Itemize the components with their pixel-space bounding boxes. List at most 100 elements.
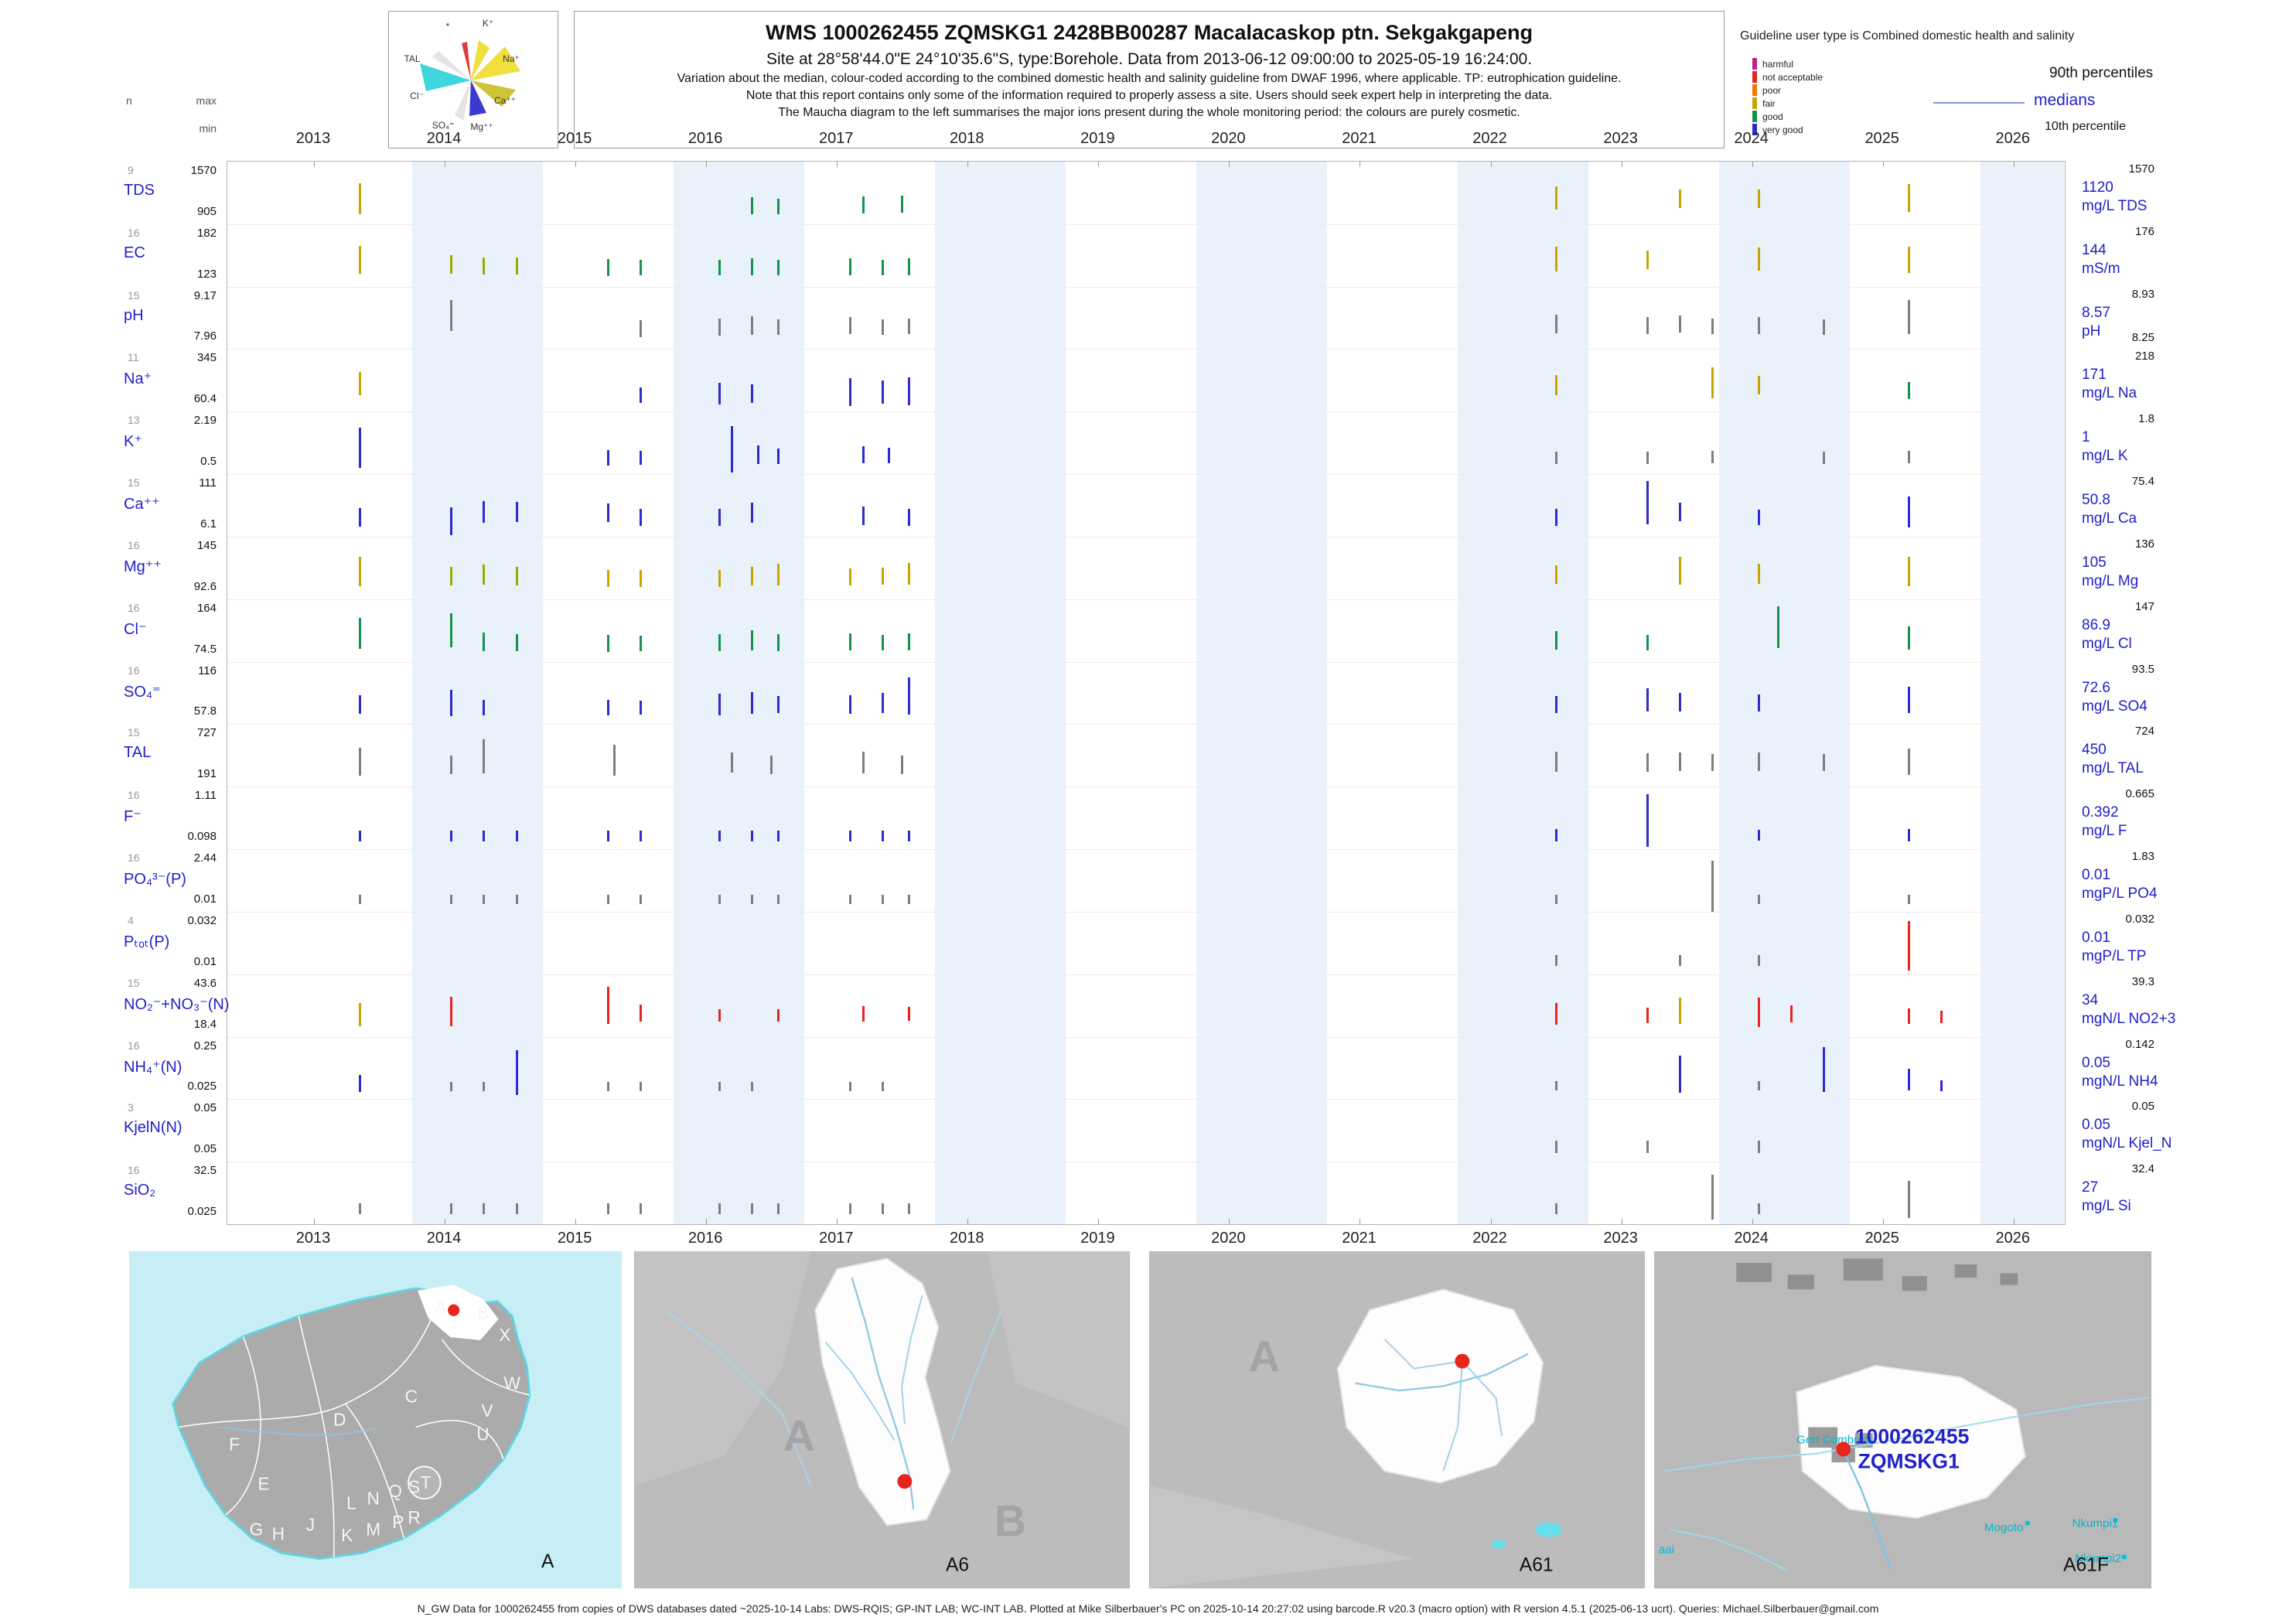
note-maucha: The Maucha diagram to the left summarise… <box>778 106 1520 119</box>
sample-tick <box>1554 375 1557 396</box>
max-value: 32.5 <box>193 1164 217 1178</box>
year-axis-label: 2019 <box>1080 130 1115 147</box>
sample-tick <box>1908 894 1910 904</box>
sample-tick <box>515 502 518 523</box>
sample-tick <box>358 617 361 649</box>
row-separator <box>227 1036 2065 1038</box>
sample-tick <box>450 507 452 536</box>
sample-tick <box>515 567 518 586</box>
year-band <box>1719 162 1851 1224</box>
sample-tick <box>1646 634 1649 650</box>
p90-value: 93.5 <box>2131 662 2154 676</box>
unit-label: mg/L TDS <box>2082 198 2148 214</box>
row-separator <box>227 223 2065 225</box>
map-label: Mogoto <box>1984 1521 2024 1534</box>
median-value: 8.57 <box>2082 304 2110 321</box>
sample-tick <box>907 677 910 715</box>
year-tick <box>967 162 969 167</box>
neighbour-catchment <box>987 1251 1129 1428</box>
sample-tick <box>1757 564 1760 585</box>
year-tick <box>967 1219 969 1224</box>
sample-tick <box>1908 687 1910 714</box>
sample-tick <box>731 752 734 773</box>
p90-value: 724 <box>2134 725 2154 739</box>
parameter-name: Ca⁺⁺ <box>124 496 160 513</box>
sample-tick <box>358 1002 361 1026</box>
sample-tick <box>1554 631 1557 650</box>
parameter-name: PO₄³⁻(P) <box>124 871 186 889</box>
map-label: F <box>229 1435 240 1455</box>
sample-tick <box>776 260 780 276</box>
median-legend-label: medians <box>2034 91 2096 109</box>
sample-tick <box>718 318 721 336</box>
sample-count: 15 <box>128 288 140 302</box>
year-axis-label: 2015 <box>557 130 592 147</box>
site-location-dot <box>1836 1441 1851 1457</box>
unit-label: mg/L Na <box>2082 385 2137 402</box>
lesotho-area <box>408 1465 442 1500</box>
sample-tick <box>358 831 361 842</box>
unit-label: mg/L F <box>2082 823 2127 840</box>
neighbour-catchment <box>1150 1486 1414 1588</box>
sample-tick <box>1646 794 1649 848</box>
sample-tick <box>1679 556 1682 585</box>
sample-tick <box>776 1008 780 1022</box>
map-label: R <box>408 1507 420 1527</box>
legend-class-row: not acceptable <box>1752 70 1823 84</box>
sample-tick <box>718 1203 721 1215</box>
min-value: 0.01 <box>193 954 217 968</box>
max-value: 0.05 <box>193 1101 217 1115</box>
year-band <box>935 162 1066 1224</box>
sample-count: 3 <box>128 1101 134 1114</box>
year-axis-label: 2015 <box>557 1230 592 1247</box>
sample-count: 16 <box>128 789 140 802</box>
sample-tick <box>848 831 851 842</box>
parameter-name: Pₜₒₜ(P) <box>124 933 170 950</box>
median-value: 105 <box>2082 554 2107 571</box>
maucha-lobe-so4 <box>455 80 471 121</box>
min-value: 0.01 <box>193 892 217 906</box>
sample-tick <box>750 503 753 524</box>
sample-tick <box>483 895 486 905</box>
map-label: L <box>346 1493 357 1513</box>
sample-tick <box>1908 920 1910 971</box>
year-axis-label: 2017 <box>818 130 854 147</box>
unit-label: mg/L TAL <box>2082 760 2144 777</box>
maucha-lobe-mg <box>469 80 486 116</box>
map-label: Nkumpi1 <box>2072 1517 2118 1530</box>
sample-tick <box>358 372 361 396</box>
median-value: 34 <box>2082 991 2099 1008</box>
column-header-max: max <box>196 94 217 107</box>
p90-value: 39.3 <box>2131 974 2154 988</box>
sample-tick <box>750 831 753 842</box>
max-value: 116 <box>198 664 217 677</box>
legend-class-row: harmful <box>1752 57 1823 70</box>
min-value: 74.5 <box>193 642 217 656</box>
drainage-boundary <box>415 1420 504 1460</box>
year-tick <box>314 162 315 167</box>
sample-tick <box>1757 247 1760 271</box>
min-value: 6.1 <box>200 517 217 531</box>
map-label: C <box>405 1386 418 1406</box>
sample-tick <box>848 1203 851 1215</box>
map-label: X <box>499 1325 510 1345</box>
min-value: 57.8 <box>193 705 217 718</box>
land-outline <box>172 1287 531 1561</box>
legend-swatch <box>1752 84 1757 96</box>
year-tick <box>1752 162 1753 167</box>
row-separator <box>227 286 2065 288</box>
sample-tick <box>1554 565 1557 585</box>
sample-tick <box>1757 509 1760 525</box>
max-value: 2.44 <box>193 851 217 865</box>
sample-tick <box>776 696 780 714</box>
sample-tick <box>907 831 910 842</box>
south-africa-drainage-map: A BX W C VU D FE L N Q S T G H J K M P R A <box>129 1251 622 1588</box>
sample-tick <box>1823 754 1826 772</box>
sample-tick <box>1757 189 1760 208</box>
urban-area <box>1787 1274 1814 1290</box>
sample-count: 9 <box>128 164 134 176</box>
sample-tick <box>1554 829 1557 842</box>
legend-class-label: harmful <box>1762 58 1794 70</box>
catchment-a61-map: A A61 <box>1150 1251 1644 1588</box>
unit-label: mg/L SO4 <box>2082 698 2148 715</box>
